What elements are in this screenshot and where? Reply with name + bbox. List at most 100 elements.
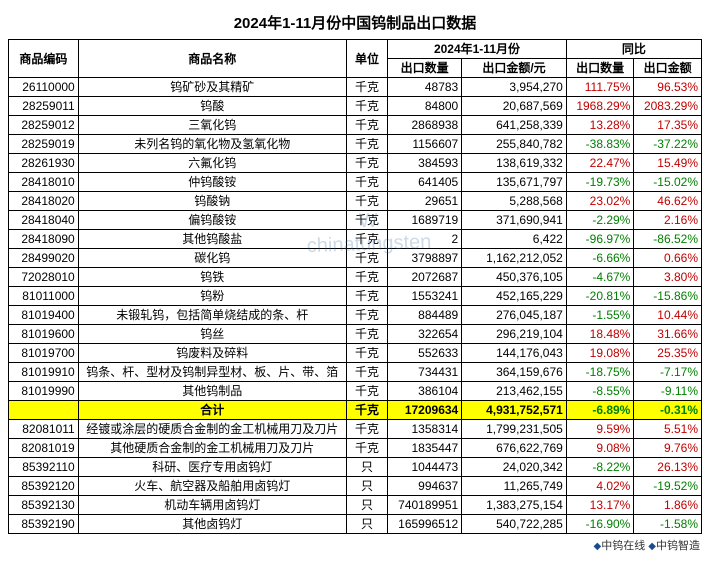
cell-yoy-amt: -1.58% bbox=[634, 515, 702, 534]
cell-yoy-qty: 13.17% bbox=[566, 496, 634, 515]
cell-name: 钨酸 bbox=[78, 97, 346, 116]
cell-yoy-amt: 17.35% bbox=[634, 116, 702, 135]
cell-yoy-amt: 46.62% bbox=[634, 192, 702, 211]
cell-name: 经镀或涂层的硬质合金制的金工机械用刀及刀片 bbox=[78, 420, 346, 439]
cell-qty: 1156607 bbox=[388, 135, 462, 154]
cell-yoy-qty: 9.59% bbox=[566, 420, 634, 439]
cell-name: 钨废料及碎料 bbox=[78, 344, 346, 363]
cell-amt: 138,619,332 bbox=[462, 154, 567, 173]
table-row: 28418010仲钨酸铵千克641405135,671,797-19.73%-1… bbox=[9, 173, 702, 192]
cell-name: 钨矿砂及其精矿 bbox=[78, 78, 346, 97]
table-row: 81019990其他钨制品千克386104213,462,155-8.55%-9… bbox=[9, 382, 702, 401]
cell-yoy-qty: 13.28% bbox=[566, 116, 634, 135]
cell-amt: 364,159,676 bbox=[462, 363, 567, 382]
table-row: 85392110科研、医疗专用卤钨灯只104447324,020,342-8.2… bbox=[9, 458, 702, 477]
cell-unit: 千克 bbox=[346, 306, 387, 325]
cell-amt: 1,162,212,052 bbox=[462, 249, 567, 268]
cell-name: 机动车辆用卤钨灯 bbox=[78, 496, 346, 515]
table-row: 28418020钨酸钠千克296515,288,56823.02%46.62% bbox=[9, 192, 702, 211]
cell-amt: 5,288,568 bbox=[462, 192, 567, 211]
footer-right: 中钨智造 bbox=[656, 540, 700, 552]
cell-yoy-amt: 2.16% bbox=[634, 211, 702, 230]
cell-code: 26110000 bbox=[9, 78, 79, 97]
cell-code: 28259011 bbox=[9, 97, 79, 116]
cell-amt: 450,376,105 bbox=[462, 268, 567, 287]
cell-qty: 2072687 bbox=[388, 268, 462, 287]
table-row: 28499020碳化钨千克37988971,162,212,052-6.66%0… bbox=[9, 249, 702, 268]
export-table: 商品编码 商品名称 单位 2024年1-11月份 同比 出口数量 出口金额/元 … bbox=[8, 39, 702, 534]
cell-code: 81019910 bbox=[9, 363, 79, 382]
cell-amt: 24,020,342 bbox=[462, 458, 567, 477]
cell-qty: 1553241 bbox=[388, 287, 462, 306]
cell-name: 未列名钨的氧化物及氢氧化物 bbox=[78, 135, 346, 154]
table-row: 28261930六氟化钨千克384593138,619,33222.47%15.… bbox=[9, 154, 702, 173]
cell-code: 28418040 bbox=[9, 211, 79, 230]
cell-code: 81019990 bbox=[9, 382, 79, 401]
table-row: 合计千克172096344,931,752,571-6.89%-0.31% bbox=[9, 401, 702, 420]
cell-code: 28418020 bbox=[9, 192, 79, 211]
cell-amt: 4,931,752,571 bbox=[462, 401, 567, 420]
page-title: 2024年1-11月份中国钨制品出口数据 bbox=[8, 8, 702, 39]
cell-name: 其他硬质合金制的金工机械用刀及刀片 bbox=[78, 439, 346, 458]
cell-name: 钨条、杆、型材及钨制异型材、板、片、带、箔 bbox=[78, 363, 346, 382]
cell-qty: 3798897 bbox=[388, 249, 462, 268]
cell-yoy-qty: -38.83% bbox=[566, 135, 634, 154]
cell-unit: 千克 bbox=[346, 173, 387, 192]
cell-unit: 千克 bbox=[346, 363, 387, 382]
cell-amt: 255,840,782 bbox=[462, 135, 567, 154]
cell-code: 81011000 bbox=[9, 287, 79, 306]
cell-qty: 84800 bbox=[388, 97, 462, 116]
cell-yoy-qty: -1.55% bbox=[566, 306, 634, 325]
cell-yoy-amt: 31.66% bbox=[634, 325, 702, 344]
bullet-icon: ◆ bbox=[648, 541, 656, 552]
cell-unit: 千克 bbox=[346, 401, 387, 420]
table-row: 85392130机动车辆用卤钨灯只7401899511,383,275,1541… bbox=[9, 496, 702, 515]
cell-qty: 884489 bbox=[388, 306, 462, 325]
cell-amt: 641,258,339 bbox=[462, 116, 567, 135]
cell-qty: 740189951 bbox=[388, 496, 462, 515]
cell-qty: 641405 bbox=[388, 173, 462, 192]
cell-name: 钨酸钠 bbox=[78, 192, 346, 211]
cell-amt: 371,690,941 bbox=[462, 211, 567, 230]
table-row: 85392190其他卤钨灯只165996512540,722,285-16.90… bbox=[9, 515, 702, 534]
cell-yoy-amt: 15.49% bbox=[634, 154, 702, 173]
cell-code: 81019700 bbox=[9, 344, 79, 363]
cell-code: 28418010 bbox=[9, 173, 79, 192]
table-row: 28259019未列名钨的氧化物及氢氧化物千克1156607255,840,78… bbox=[9, 135, 702, 154]
table-row: 81019400未锻轧钨，包括简单烧结成的条、杆千克884489276,045,… bbox=[9, 306, 702, 325]
cell-yoy-amt: 1.86% bbox=[634, 496, 702, 515]
cell-yoy-qty: 23.02% bbox=[566, 192, 634, 211]
cell-yoy-qty: -18.75% bbox=[566, 363, 634, 382]
cell-yoy-amt: 26.13% bbox=[634, 458, 702, 477]
table-row: 82081011经镀或涂层的硬质合金制的金工机械用刀及刀片千克13583141,… bbox=[9, 420, 702, 439]
cell-name: 钨铁 bbox=[78, 268, 346, 287]
cell-name: 偏钨酸铵 bbox=[78, 211, 346, 230]
table-row: 28259012三氧化钨千克2868938641,258,33913.28%17… bbox=[9, 116, 702, 135]
cell-code: 28259019 bbox=[9, 135, 79, 154]
cell-qty: 1358314 bbox=[388, 420, 462, 439]
cell-yoy-amt: -86.52% bbox=[634, 230, 702, 249]
cell-unit: 千克 bbox=[346, 211, 387, 230]
cell-amt: 20,687,569 bbox=[462, 97, 567, 116]
cell-yoy-qty: -6.89% bbox=[566, 401, 634, 420]
th-period: 2024年1-11月份 bbox=[388, 40, 567, 59]
cell-yoy-qty: -20.81% bbox=[566, 287, 634, 306]
cell-unit: 千克 bbox=[346, 420, 387, 439]
cell-amt: 6,422 bbox=[462, 230, 567, 249]
cell-qty: 386104 bbox=[388, 382, 462, 401]
cell-amt: 1,799,231,505 bbox=[462, 420, 567, 439]
cell-name: 钨丝 bbox=[78, 325, 346, 344]
cell-code: 81019600 bbox=[9, 325, 79, 344]
cell-amt: 11,265,749 bbox=[462, 477, 567, 496]
cell-yoy-qty: -6.66% bbox=[566, 249, 634, 268]
cell-unit: 千克 bbox=[346, 97, 387, 116]
cell-yoy-amt: -19.52% bbox=[634, 477, 702, 496]
cell-yoy-amt: 10.44% bbox=[634, 306, 702, 325]
table-row: 28259011钨酸千克8480020,687,5691968.29%2083.… bbox=[9, 97, 702, 116]
cell-name: 火车、航空器及船舶用卤钨灯 bbox=[78, 477, 346, 496]
table-row: 82081019其他硬质合金制的金工机械用刀及刀片千克1835447676,62… bbox=[9, 439, 702, 458]
cell-amt: 1,383,275,154 bbox=[462, 496, 567, 515]
cell-unit: 千克 bbox=[346, 268, 387, 287]
cell-amt: 676,622,769 bbox=[462, 439, 567, 458]
cell-code: 28499020 bbox=[9, 249, 79, 268]
